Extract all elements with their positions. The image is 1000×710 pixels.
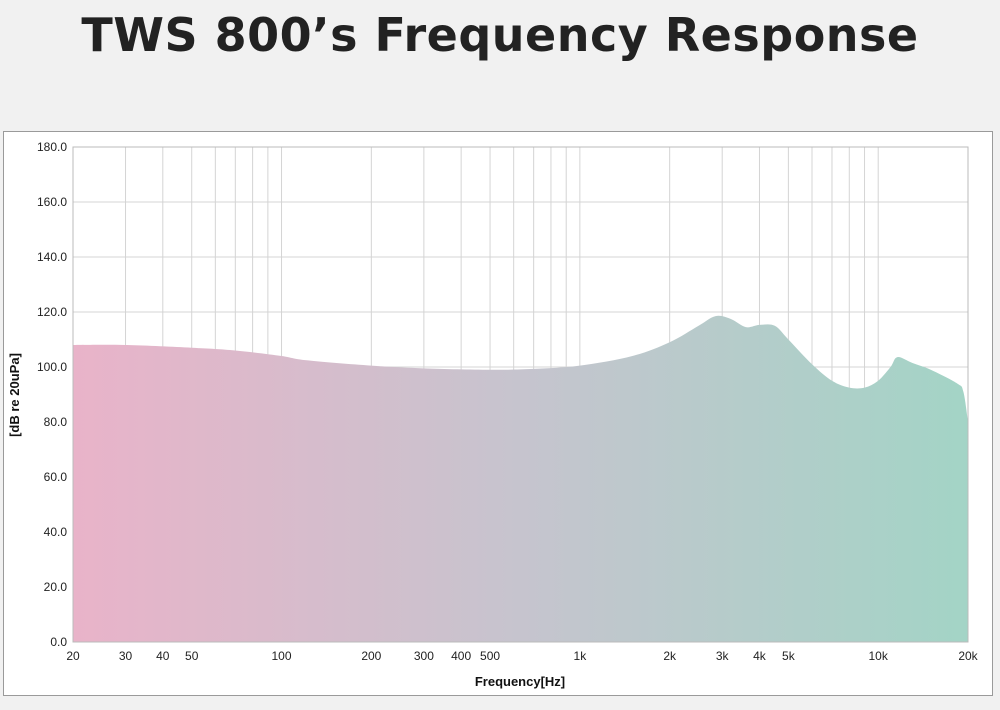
y-axis-label: [dB re 20uPa] — [7, 353, 22, 437]
y-tick-label: 80.0 — [44, 415, 68, 429]
y-tick-label: 100.0 — [37, 360, 67, 374]
y-tick-label: 160.0 — [37, 195, 67, 209]
x-tick-label: 40 — [156, 649, 170, 663]
x-tick-label: 2k — [663, 649, 677, 663]
x-tick-label: 100 — [272, 649, 292, 663]
response-area — [73, 315, 968, 642]
y-tick-label: 20.0 — [44, 580, 68, 594]
x-tick-label: 30 — [119, 649, 133, 663]
y-tick-label: 40.0 — [44, 525, 68, 539]
page-title: TWS 800’s Frequency Response — [81, 8, 919, 62]
x-tick-label: 20 — [66, 649, 80, 663]
x-axis-label: Frequency[Hz] — [475, 674, 565, 689]
x-tick-label: 1k — [574, 649, 588, 663]
x-tick-label: 4k — [753, 649, 767, 663]
x-tick-label: 50 — [185, 649, 199, 663]
x-tick-label: 300 — [414, 649, 434, 663]
x-tick-label: 10k — [869, 649, 889, 663]
x-tick-label: 5k — [782, 649, 796, 663]
y-tick-label: 120.0 — [37, 305, 67, 319]
x-tick-label: 20k — [958, 649, 978, 663]
x-tick-label: 3k — [716, 649, 730, 663]
y-tick-label: 0.0 — [50, 635, 67, 649]
y-tick-label: 60.0 — [44, 470, 68, 484]
x-tick-label: 200 — [361, 649, 381, 663]
y-tick-label: 180.0 — [37, 140, 67, 154]
x-tick-label: 400 — [451, 649, 471, 663]
x-tick-label: 500 — [480, 649, 500, 663]
plot-border — [72, 146, 969, 643]
y-tick-label: 140.0 — [37, 250, 67, 264]
